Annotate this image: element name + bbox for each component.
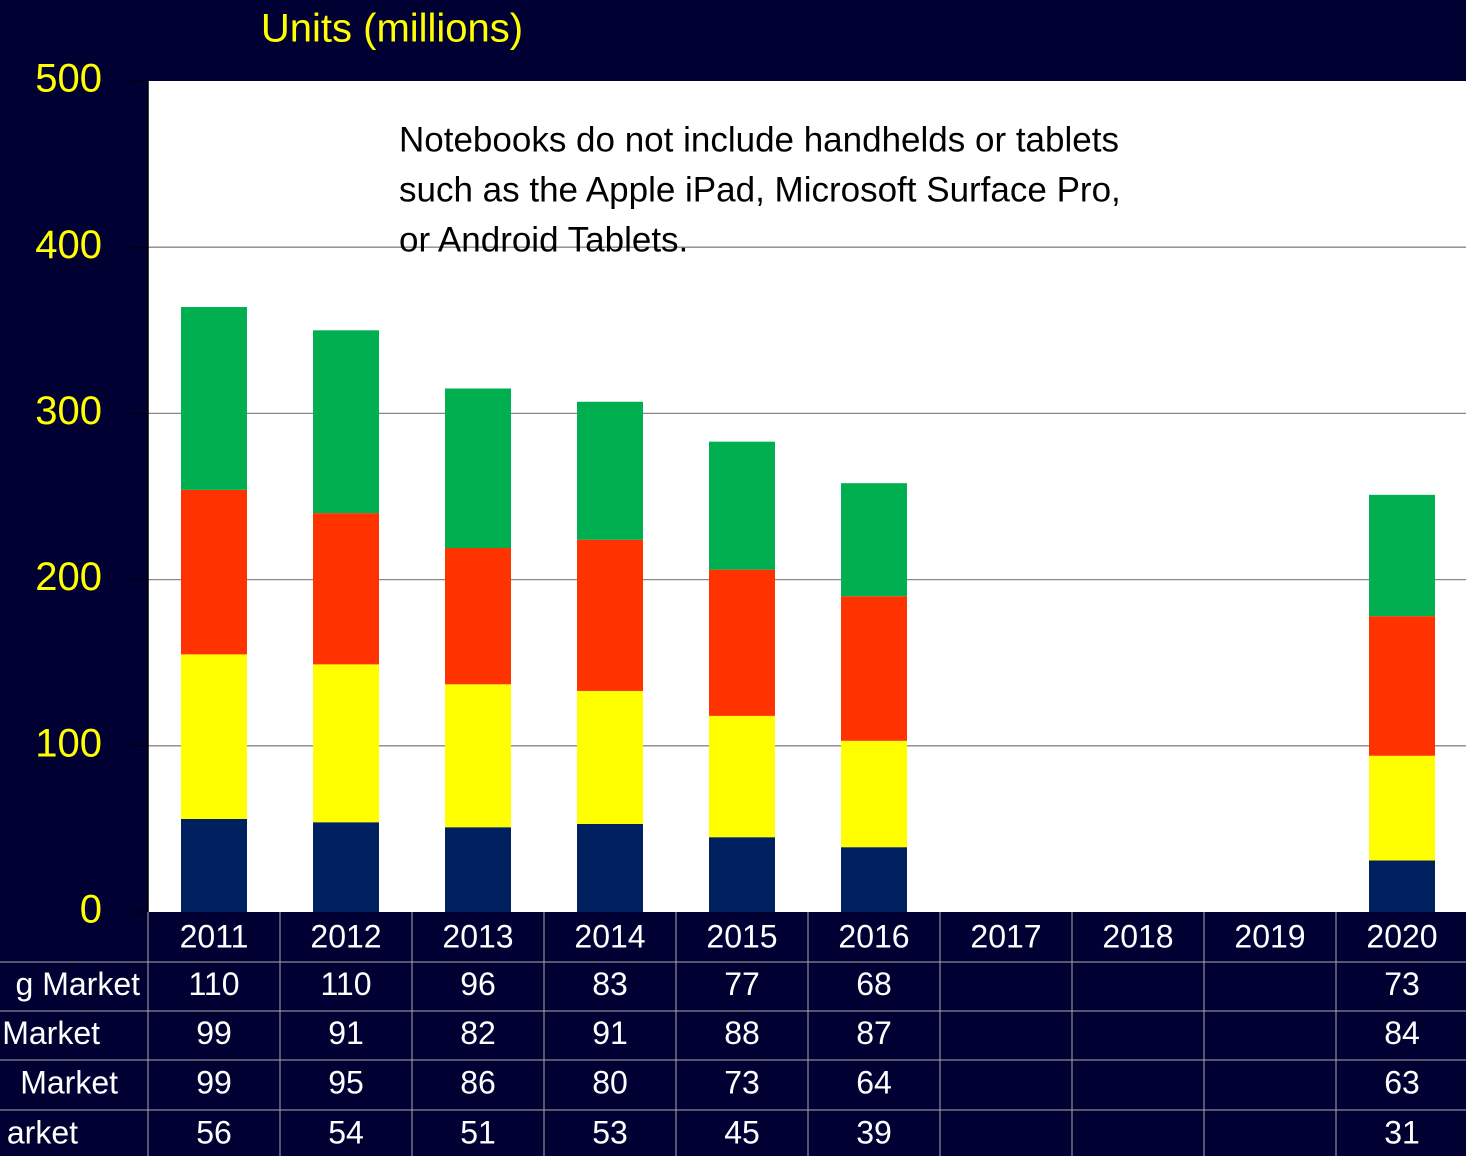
y-tick-label: 100 xyxy=(35,721,102,765)
legend-label: g Market xyxy=(16,966,141,1002)
table-value: 73 xyxy=(724,1064,760,1100)
x-tick-label: 2016 xyxy=(838,918,909,954)
bar-segment xyxy=(841,847,907,912)
table-value: 88 xyxy=(724,1015,760,1051)
bar-segment xyxy=(181,818,247,912)
table-value: 96 xyxy=(460,966,496,1002)
legend-label: arket xyxy=(7,1114,78,1150)
table-value: 73 xyxy=(1384,966,1420,1002)
annotation: Notebooks do not include handhelds or ta… xyxy=(399,120,1119,159)
bar-segment xyxy=(577,690,643,824)
table-value: 87 xyxy=(856,1015,892,1051)
x-tick-label: 2014 xyxy=(574,918,645,954)
bar-segment xyxy=(313,330,379,514)
bar-segment xyxy=(841,740,907,848)
table-value: 110 xyxy=(188,966,239,1002)
table-value: 64 xyxy=(856,1064,892,1100)
x-tick-label: 2013 xyxy=(442,918,513,954)
bar-segment xyxy=(1369,860,1435,912)
bar-segment xyxy=(709,569,775,716)
legend-label: Market xyxy=(20,1064,118,1100)
bar-segment xyxy=(181,489,247,655)
x-tick-label: 2020 xyxy=(1366,918,1437,954)
table-value: 110 xyxy=(320,966,371,1002)
table-value: 83 xyxy=(592,966,628,1002)
bar-segment xyxy=(577,823,643,912)
x-tick-label: 2011 xyxy=(180,918,249,954)
y-tick-label: 300 xyxy=(35,389,102,433)
table-value: 54 xyxy=(328,1114,364,1150)
table-value: 68 xyxy=(856,966,892,1002)
table-value: 95 xyxy=(328,1064,364,1100)
y-tick-label: 0 xyxy=(80,888,102,932)
y-tick-label: 200 xyxy=(35,555,102,599)
table-value: 99 xyxy=(196,1015,232,1051)
bar-segment xyxy=(1369,616,1435,756)
bar-segment xyxy=(445,388,511,549)
table-value: 31 xyxy=(1384,1114,1420,1150)
table-value: 63 xyxy=(1384,1064,1420,1100)
table-value: 99 xyxy=(196,1064,232,1100)
table-value: 56 xyxy=(196,1114,232,1150)
chart-title: Units (millions) xyxy=(261,7,523,51)
table-value: 91 xyxy=(328,1015,364,1051)
bar-segment xyxy=(445,827,511,912)
bar-segment xyxy=(313,822,379,912)
y-tick-label: 400 xyxy=(35,223,102,267)
legend-label: Market xyxy=(2,1015,100,1051)
x-tick-label: 2012 xyxy=(310,918,381,954)
table-value: 82 xyxy=(460,1015,496,1051)
table-value: 53 xyxy=(592,1114,628,1150)
bar-segment xyxy=(709,837,775,912)
table-value: 91 xyxy=(592,1015,628,1051)
bar-segment xyxy=(841,483,907,597)
bar-segment xyxy=(709,715,775,838)
x-tick-label: 2018 xyxy=(1102,918,1173,954)
bar-segment xyxy=(577,539,643,691)
bar-segment xyxy=(181,654,247,819)
annotation: such as the Apple iPad, Microsoft Surfac… xyxy=(399,170,1121,209)
table-value: 80 xyxy=(592,1064,628,1100)
annotation: or Android Tablets. xyxy=(399,220,688,259)
bar-segment xyxy=(181,307,247,490)
table-value: 39 xyxy=(856,1114,892,1150)
y-tick-label: 500 xyxy=(35,57,102,101)
bar-segment xyxy=(709,441,775,570)
bar-segment xyxy=(313,664,379,823)
bar-segment xyxy=(577,401,643,540)
x-tick-label: 2019 xyxy=(1234,918,1305,954)
table-value: 77 xyxy=(724,966,760,1002)
bar-segment xyxy=(313,513,379,665)
bar-segment xyxy=(1369,494,1435,617)
bar-segment xyxy=(445,548,511,685)
table-value: 86 xyxy=(460,1064,496,1100)
table-value: 45 xyxy=(724,1114,760,1150)
table-value: 84 xyxy=(1384,1015,1420,1051)
bar-segment xyxy=(1369,755,1435,861)
x-tick-label: 2017 xyxy=(970,918,1041,954)
bar-segment xyxy=(841,596,907,741)
x-tick-label: 2015 xyxy=(706,918,777,954)
bar-segment xyxy=(445,684,511,828)
table-value: 51 xyxy=(460,1114,496,1150)
